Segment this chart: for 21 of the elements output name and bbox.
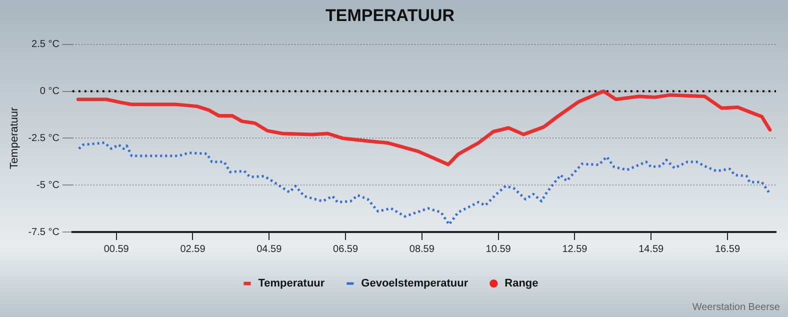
legend-label: Gevoelstemperatuur: [361, 278, 469, 290]
x-tick-label: 12.59: [562, 244, 588, 255]
y-tick-label: -5 °C: [36, 180, 60, 191]
text: Weerstation Beerse: [692, 302, 780, 313]
x-tick-label: 00.59: [104, 244, 130, 255]
x-tick-label: 04.59: [256, 244, 282, 255]
y-axis-title: Temperatuur: [8, 106, 21, 170]
legend-label: Range: [504, 278, 538, 290]
legend-label: Temperatuur: [258, 278, 326, 290]
x-tick-label: 06.59: [333, 244, 358, 255]
y-tick-label: -7.5 °C: [28, 226, 60, 238]
y-tick-label: 0 °C: [40, 86, 60, 98]
y-tick-label: 2.5 °C: [32, 39, 60, 50]
x-tick-label: 08.59: [409, 244, 435, 255]
x-tick-label: 14.59: [638, 244, 664, 255]
x-tick-label: 10.59: [486, 244, 512, 255]
line-series: [78, 141, 770, 226]
chart-title: TEMPERATUUR: [325, 6, 455, 25]
x-tick-label: 02.59: [180, 244, 206, 255]
x-tick-label: 16.59: [714, 244, 740, 255]
y-tick-label: -2.5 °C: [28, 132, 60, 144]
